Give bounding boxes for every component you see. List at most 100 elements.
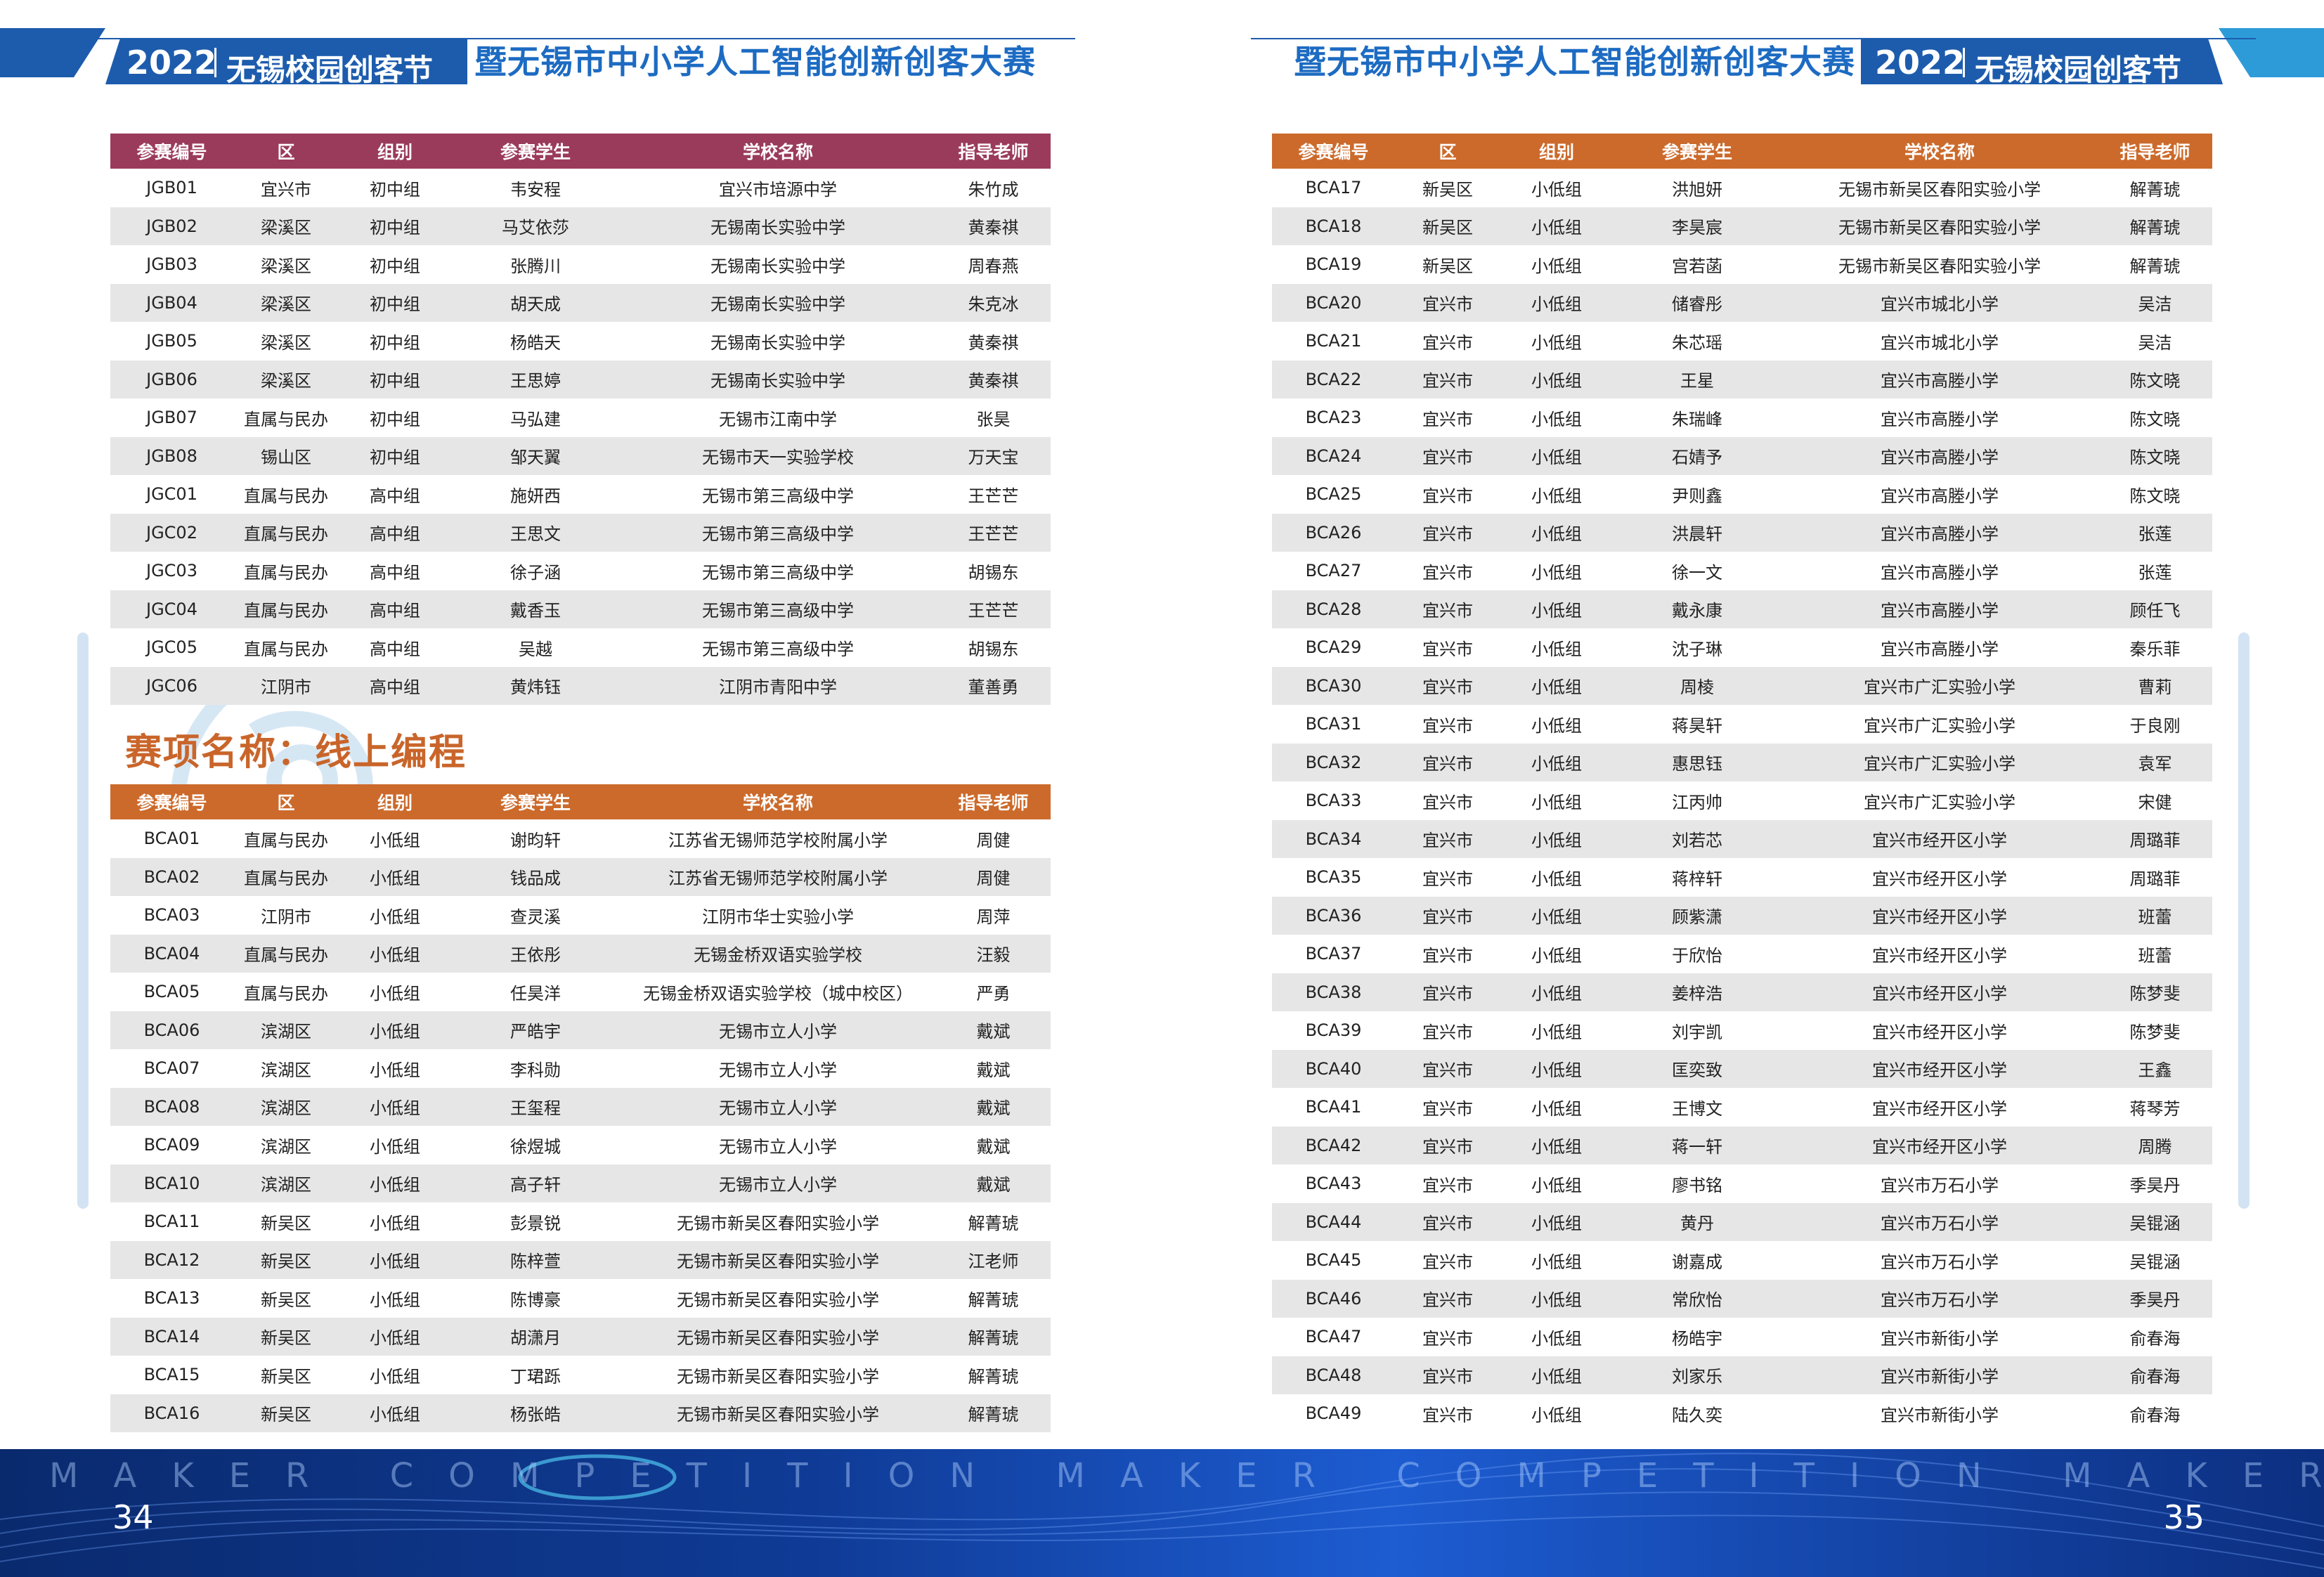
cell-school: 无锡市立人小学: [620, 1164, 936, 1202]
cell-id: JGB01: [110, 169, 233, 207]
cell-id: JGC03: [110, 552, 233, 590]
table-row: BCA33 宜兴市 小低组 江丙帅 宜兴市广汇实验小学 宋健: [1272, 781, 2212, 820]
cell-district: 宜兴市: [1395, 1126, 1500, 1164]
cell-teacher: 王芒芒: [936, 590, 1051, 628]
cell-student: 宫若菡: [1613, 245, 1781, 284]
cell-id: BCA42: [1272, 1126, 1395, 1164]
cell-student: 徐煜城: [451, 1126, 620, 1164]
cell-student: 彭景锐: [451, 1202, 620, 1241]
cell-id: JGB08: [110, 436, 233, 475]
cell-group: 高中组: [339, 552, 451, 590]
cell-id: BCA41: [1272, 1088, 1395, 1127]
cell-group: 小低组: [339, 819, 451, 858]
table-row: BCA29 宜兴市 小低组 沈子琳 宜兴市高塍小学 秦乐菲: [1272, 628, 2212, 667]
column-header-teacher: 指导老师: [936, 784, 1051, 819]
cell-student: 陈梓萱: [451, 1240, 620, 1279]
cell-id: BCA21: [1272, 322, 1395, 361]
cell-id: BCA47: [1272, 1318, 1395, 1356]
table-header-row: 参赛编号 区 组别 参赛学生 学校名称 指导老师: [110, 134, 1051, 169]
cell-student: 尹则鑫: [1613, 475, 1781, 514]
cell-district: 直属与民办: [233, 857, 339, 896]
cell-student: 丁珺跞: [451, 1356, 620, 1394]
cell-teacher: 解菁琥: [2098, 169, 2212, 207]
cell-district: 宜兴市: [1395, 513, 1500, 552]
footer-band: MAKER COMPETITION MAKER COMPETITION MAKE…: [0, 1449, 2324, 1577]
table-row: BCA07 滨湖区 小低组 李科勋 无锡市立人小学 戴斌: [110, 1049, 1051, 1088]
cell-school: 无锡市立人小学: [620, 1049, 936, 1088]
cell-teacher: 张莲: [2098, 552, 2212, 590]
cell-id: BCA22: [1272, 360, 1395, 398]
cell-teacher: 黄秦祺: [936, 322, 1051, 361]
cell-district: 新吴区: [1395, 169, 1500, 207]
header-right-badge: 2022 无锡校园创客节: [1861, 39, 2223, 84]
cell-teacher: 解菁琥: [936, 1279, 1051, 1318]
cell-district: 滨湖区: [233, 1087, 339, 1126]
cell-id: BCA37: [1272, 935, 1395, 973]
cell-teacher: 黄秦祺: [936, 360, 1051, 398]
cell-district: 新吴区: [233, 1202, 339, 1241]
cell-teacher: 蒋琴芳: [2098, 1088, 2212, 1127]
cell-group: 小低组: [1500, 207, 1613, 245]
cell-district: 直属与民办: [233, 973, 339, 1011]
cell-teacher: 解菁琥: [2098, 245, 2212, 284]
table-row: JGB05 梁溪区 初中组 杨皓天 无锡南长实验中学 黄秦祺: [110, 322, 1051, 361]
cell-district: 宜兴市: [1395, 705, 1500, 744]
cell-teacher: 周腾: [2098, 1126, 2212, 1164]
table-row: BCA45 宜兴市 小低组 谢嘉成 宜兴市万石小学 吴锟涵: [1272, 1241, 2212, 1280]
cell-id: BCA39: [1272, 1011, 1395, 1050]
cell-school: 宜兴市广汇实验小学: [1781, 666, 2098, 705]
cell-id: BCA16: [110, 1394, 233, 1432]
table-row: BCA15 新吴区 小低组 丁珺跞 无锡市新吴区春阳实验小学 解菁琥: [110, 1356, 1051, 1394]
cell-district: 宜兴市: [1395, 322, 1500, 361]
cell-school: 无锡南长实验中学: [620, 360, 936, 398]
cell-id: BCA17: [1272, 169, 1395, 207]
cell-school: 无锡南长实验中学: [620, 207, 936, 245]
cell-id: JGB06: [110, 360, 233, 398]
cell-student: 陆久奕: [1613, 1394, 1781, 1433]
cell-teacher: 顾任飞: [2098, 590, 2212, 628]
cell-student: 惠思钰: [1613, 743, 1781, 781]
cell-group: 小低组: [1500, 666, 1613, 705]
cell-id: BCA09: [110, 1126, 233, 1164]
cell-student: 洪旭妍: [1613, 169, 1781, 207]
cell-school: 宜兴市万石小学: [1781, 1164, 2098, 1203]
cell-district: 宜兴市: [1395, 781, 1500, 820]
results-table-left-top: 参赛编号 区 组别 参赛学生 学校名称 指导老师 JGB01 宜兴市 初中组 韦安程宜…: [110, 134, 1051, 705]
cell-student: 施妍西: [451, 475, 620, 514]
cell-school: 宜兴市经开区小学: [1781, 1126, 2098, 1164]
cell-id: JGB03: [110, 245, 233, 284]
cell-district: 直属与民办: [233, 819, 339, 858]
cell-student: 王玺程: [451, 1087, 620, 1126]
table-row: JGB07 直属与民办 初中组 马弘建 无锡市江南中学 张昊: [110, 398, 1051, 437]
cell-student: 刘家乐: [1613, 1356, 1781, 1394]
cell-student: 谢嘉成: [1613, 1241, 1781, 1280]
cell-id: BCA15: [110, 1356, 233, 1394]
cell-district: 宜兴市: [1395, 973, 1500, 1011]
table-row: BCA43 宜兴市 小低组 廖书铭 宜兴市万石小学 季昊丹: [1272, 1164, 2212, 1203]
cell-district: 滨湖区: [233, 1049, 339, 1088]
cell-id: BCA36: [1272, 896, 1395, 935]
cell-group: 小低组: [339, 1126, 451, 1164]
cell-group: 小低组: [1500, 360, 1613, 398]
cell-group: 小低组: [1500, 628, 1613, 667]
cell-group: 小低组: [339, 1202, 451, 1241]
cell-teacher: 俞春海: [2098, 1318, 2212, 1356]
cell-group: 小低组: [1500, 743, 1613, 781]
header-left-badge: 2022 无锡校园创客节: [105, 39, 467, 84]
cell-district: 梁溪区: [233, 207, 339, 245]
cell-teacher: 班蕾: [2098, 896, 2212, 935]
cell-id: BCA05: [110, 973, 233, 1011]
cell-student: 常欣怡: [1613, 1279, 1781, 1318]
cell-teacher: 戴斌: [936, 1126, 1051, 1164]
table-row: BCA01 直属与民办 小低组 谢昀轩 江苏省无锡师范学校附属小学 周健: [110, 819, 1051, 858]
cell-school: 宜兴市经开区小学: [1781, 973, 2098, 1011]
cell-teacher: 张莲: [2098, 513, 2212, 552]
cell-school: 无锡市新吴区春阳实验小学: [620, 1356, 936, 1394]
header-right-festival: 无锡校园创客节: [1975, 53, 2182, 87]
cell-group: 小低组: [1500, 169, 1613, 207]
cell-teacher: 解菁琥: [936, 1394, 1051, 1432]
column-header-district: 区: [1395, 134, 1500, 169]
table-row: BCA36 宜兴市 小低组 顾紫潇 宜兴市经开区小学 班蕾: [1272, 896, 2212, 935]
cell-teacher: 周萍: [936, 896, 1051, 935]
cell-student: 黄炜钰: [451, 666, 620, 705]
